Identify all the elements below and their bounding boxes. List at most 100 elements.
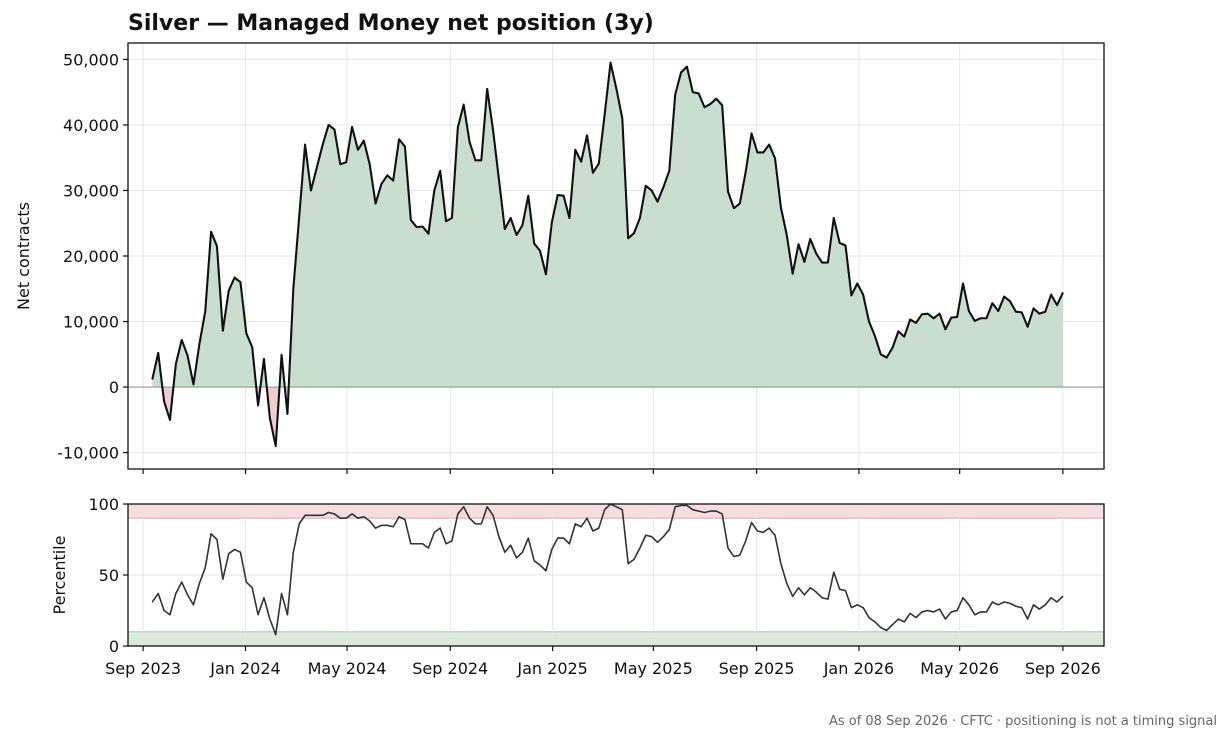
percentile-point [633,558,635,560]
percentile-point [292,551,294,553]
percentile-point [686,504,688,506]
percentile-point [1015,605,1017,607]
net-position-point [1050,294,1052,296]
net-position-point [468,141,471,143]
percentile-point [786,583,788,585]
net-position-point [416,226,418,228]
percentile-point [516,557,518,559]
percentile-line [151,503,1064,636]
bottom-y-tick-label-0: 0 [109,637,119,656]
percentile-point [157,592,159,594]
x-tick-label-4: Jan 2025 [516,659,587,678]
net-position-point [175,363,177,365]
net-position-point [839,242,841,244]
net-position-point [198,343,200,346]
net-position-point [821,261,823,264]
percentile-point [151,601,153,603]
net-position-point [1021,311,1023,313]
percentile-point [997,604,999,606]
net-position-point [433,189,435,192]
percentile-point [792,595,794,597]
net-position-point [398,138,400,140]
x-tick-label-9: Sep 2026 [1025,659,1101,678]
percentile-point [739,554,741,556]
percentile-point [592,530,594,532]
net-position-point [392,180,394,182]
percentile-point [551,548,553,550]
percentile-point [404,519,406,521]
percentile-point [510,544,512,546]
percentile-point [939,608,941,610]
net-position-point [480,159,482,161]
percentile-point [398,516,400,518]
percentile-point [369,520,371,522]
percentile-point [239,551,241,553]
top-y-tick-label-2: 10,000 [63,313,119,332]
net-position-point [662,186,665,188]
net-position-point [856,282,858,285]
net-position-point [792,273,794,275]
percentile-point [386,524,388,526]
percentile-point [163,610,165,611]
net-position-point [204,311,206,313]
x-tick-label-3: Sep 2024 [412,659,488,678]
percentile-point [668,529,670,531]
percentile-point [604,509,606,511]
percentile-point [1038,608,1040,610]
percentile-point [968,604,970,606]
y-axis-label-percentile: Percentile [50,536,69,615]
percentile-point [257,614,259,616]
percentile-point [915,617,917,619]
net-position-point [686,65,688,68]
net-position-point [504,228,506,230]
net-position-point [181,339,183,341]
percentile-point [774,534,776,536]
percentile-point [862,607,864,609]
footer-note: As of 08 Sep 2026 · CFTC · positioning i… [829,714,1217,729]
percentile-point [674,506,676,508]
net-position-point [721,104,723,106]
net-position-point [604,113,606,116]
percentile-point [756,530,758,532]
net-position-point [545,273,547,275]
percentile-point [715,510,717,512]
percentile-point [439,527,441,529]
net-position-point [510,217,512,219]
net-position-point [815,252,817,254]
net-position-line [151,61,1064,448]
percentile-point [956,610,958,611]
net-position-point [833,217,835,219]
percentile-point [533,560,535,562]
percentile-point [845,590,847,592]
x-tick-label-2: May 2024 [308,659,387,678]
percentile-point [204,567,206,569]
net-position-point [380,183,383,185]
net-position-point [880,353,882,355]
net-position-point [938,313,941,315]
net-position-point [592,172,594,174]
net-position-point [369,163,371,165]
net-position-point [421,225,424,228]
percentile-point [639,547,641,549]
net-position-point [210,231,212,233]
net-position-point [621,117,623,119]
percentile-point [380,524,382,526]
net-position-point [521,224,524,226]
net-position-point [774,157,776,159]
net-position-point [492,129,494,131]
percentile-point [539,564,541,566]
net-position-point [1015,311,1017,313]
net-position-point [968,310,970,312]
net-position-point [985,317,988,319]
net-position-point [1044,311,1046,313]
net-position-point [627,237,629,239]
net-position-point [333,128,336,131]
net-position-point [269,417,271,419]
percentile-point [815,591,817,593]
percentile-point [457,513,459,515]
percentile-point [1050,597,1052,599]
net-position-point [745,171,747,173]
percentile-point [1044,604,1046,606]
percentile-point [856,604,858,606]
percentile-point [821,597,823,599]
